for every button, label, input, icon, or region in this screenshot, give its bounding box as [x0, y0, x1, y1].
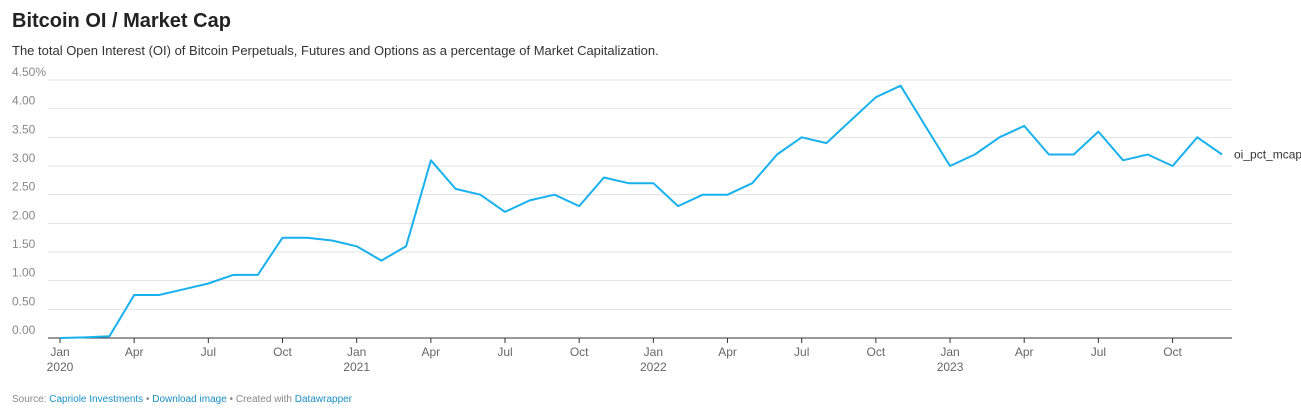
y-tick-label: 3.00: [12, 151, 36, 165]
plot: 0.00 0.50 1.00 1.50 2.00 2.50 3.00 3.50 4.00 4.50…: [12, 65, 1301, 374]
x-tick-label: Apr: [1015, 345, 1034, 359]
y-tick-label: 4.00: [12, 94, 36, 108]
chart-subtitle: The total Open Interest (OI) of Bitcoin …: [12, 43, 659, 58]
x-tick-label: Jan: [940, 345, 959, 359]
x-tick-label: Oct: [867, 345, 886, 359]
x-tick-label: Apr: [718, 345, 737, 359]
y-tick-label: 4.50%: [12, 65, 46, 79]
x-tick-label: Jan: [50, 345, 69, 359]
source-link[interactable]: Capriole Investments: [49, 394, 143, 405]
created-label: Created with: [236, 394, 292, 405]
x-tick-label: Oct: [1163, 345, 1182, 359]
x-tick-label: Jul: [1091, 345, 1106, 359]
y-tick-label: 1.50: [12, 237, 36, 251]
tool-link[interactable]: Datawrapper: [295, 394, 353, 405]
y-tick-label: 2.00: [12, 208, 36, 222]
x-tick-label: Jul: [794, 345, 809, 359]
x-tick-label: Jul: [201, 345, 216, 359]
x-tick-label: Jul: [497, 345, 512, 359]
footer: Source: Capriole Investments • Download …: [12, 394, 353, 405]
x-tick-year: 2023: [937, 360, 964, 374]
x-tick-label: Apr: [125, 345, 144, 359]
download-link[interactable]: Download image: [152, 394, 227, 405]
y-tick-label: 3.50: [12, 122, 36, 136]
x-tick-label: Apr: [422, 345, 441, 359]
x-tick-label: Oct: [273, 345, 292, 359]
y-tick-label: 0.50: [12, 294, 36, 308]
y-tick-label: 1.00: [12, 266, 36, 280]
chart-title: Bitcoin OI / Market Cap: [12, 10, 231, 32]
source-label: Source:: [12, 394, 46, 405]
x-tick-year: 2021: [343, 360, 370, 374]
x-tick-label: Jan: [644, 345, 663, 359]
series-label: oi_pct_mcap: [1234, 148, 1301, 162]
x-tick-label: Jan: [347, 345, 366, 359]
y-tick-label: 0.00: [12, 323, 36, 337]
x-tick-year: 2022: [640, 360, 667, 374]
y-tick-label: 2.50: [12, 180, 36, 194]
x-tick-label: Oct: [570, 345, 589, 359]
x-tick-year: 2020: [47, 360, 74, 374]
series-line: [59, 84, 1223, 339]
